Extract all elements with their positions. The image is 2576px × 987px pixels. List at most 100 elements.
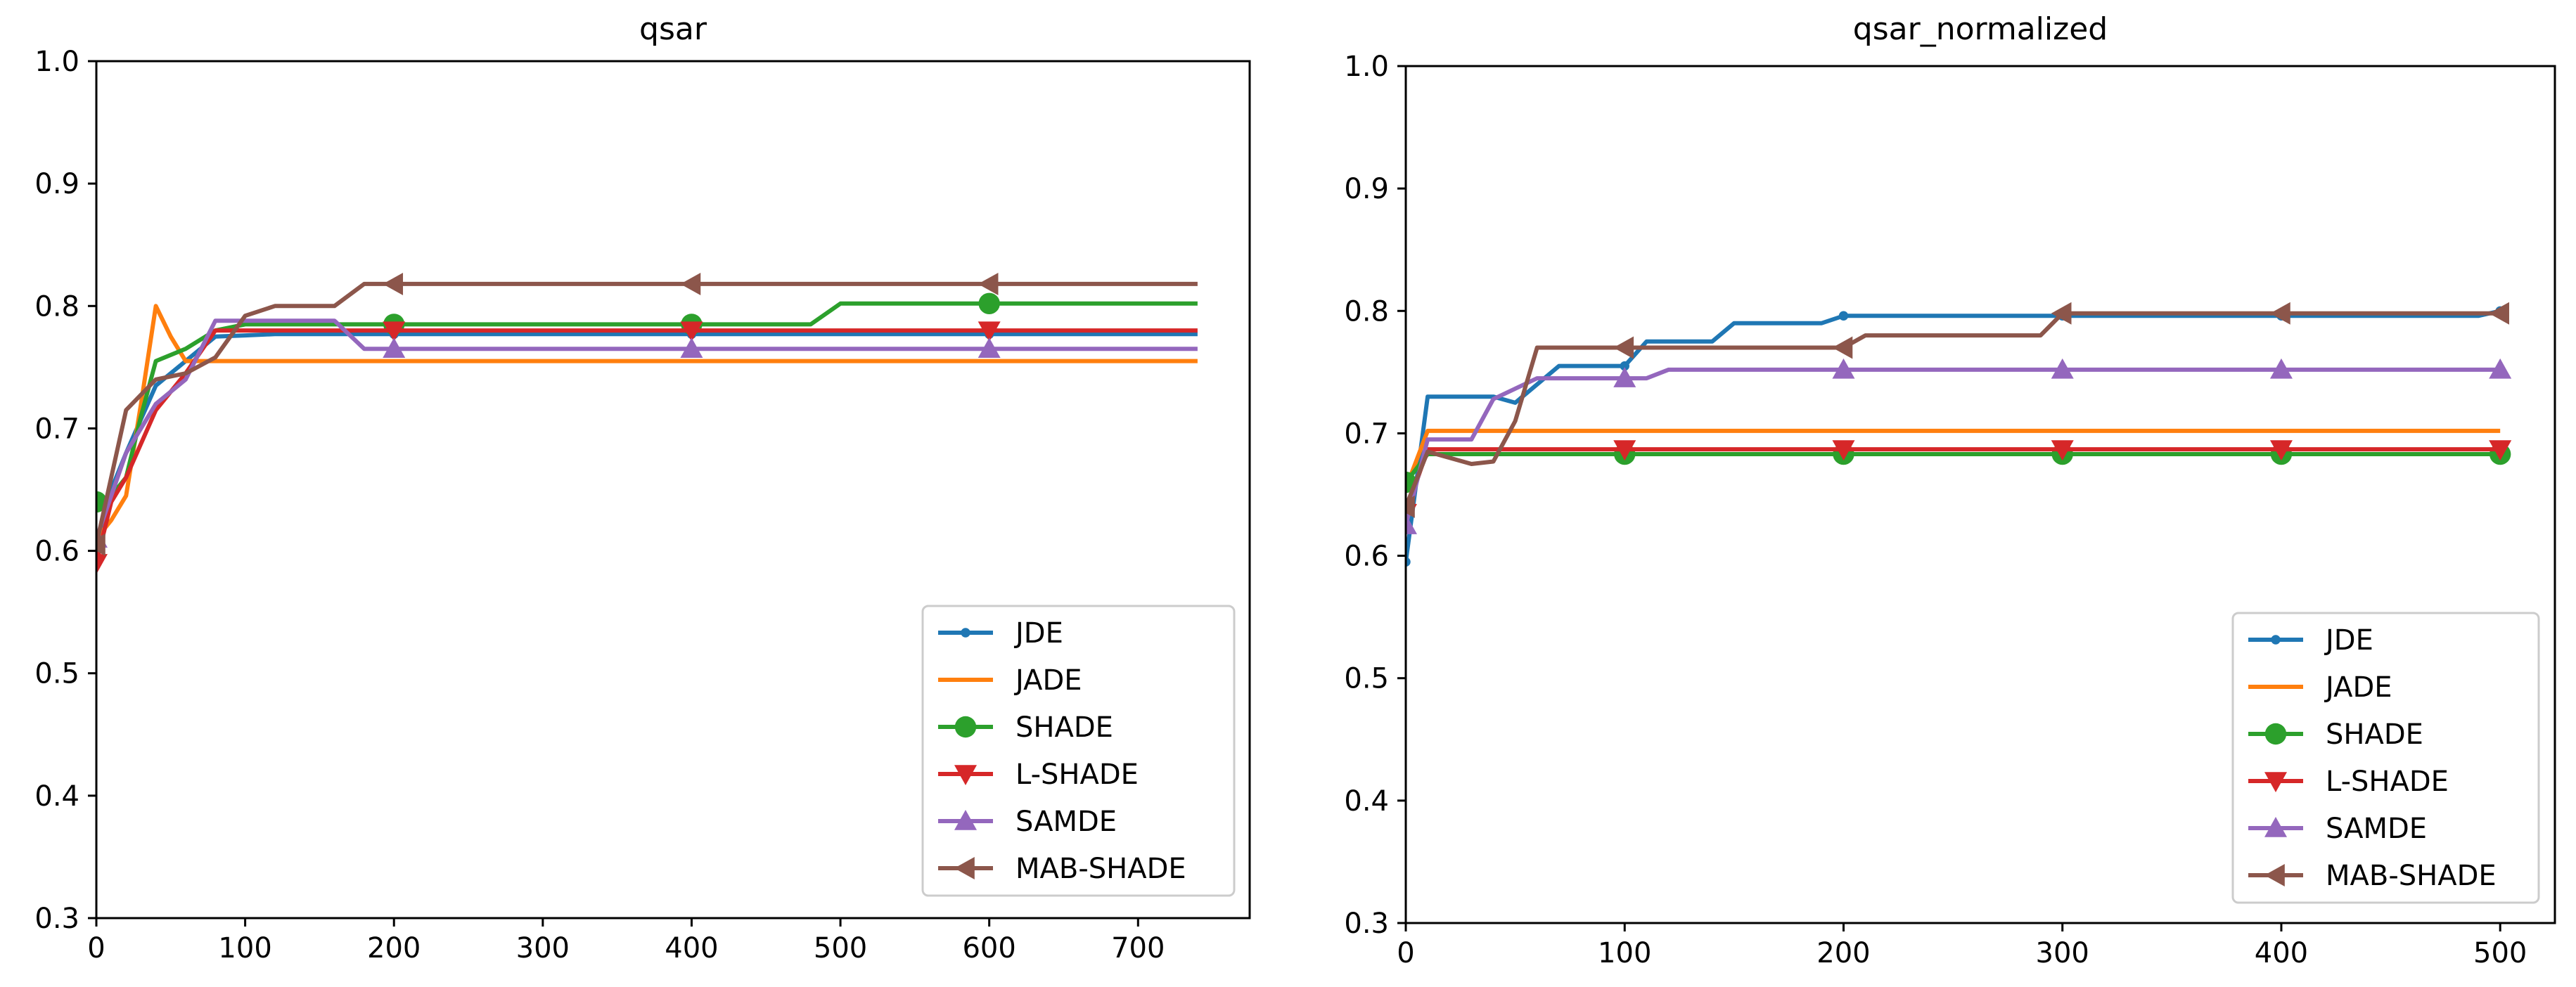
- x-tick-label: 100: [218, 932, 271, 965]
- y-tick-label: 0.7: [34, 413, 79, 445]
- legend-marker: [954, 857, 975, 879]
- data-point-mab-shade: [1832, 336, 1853, 359]
- axis-ticks: 0 100 200 300 400 500 0.3 0.4 0.5 0.6 0.7 0.8 0.9 1.0: [1344, 51, 2527, 969]
- legend-label: JDE: [1013, 617, 1063, 650]
- data-point-l-shade: [978, 321, 1001, 342]
- x-tick-label: 0: [1397, 937, 1414, 969]
- chart-panel-qsar: qsar 0 100 200 300 400 500 600 7000.30.40.50.60…: [34, 11, 1251, 965]
- x-tick-label: 500: [2473, 937, 2527, 969]
- legend-item-samde: SAMDE: [938, 806, 1117, 838]
- data-point-samde: [2489, 358, 2512, 379]
- data-point-samde: [2269, 358, 2293, 379]
- data-point-samde: [383, 337, 406, 359]
- x-tick-label: 200: [1816, 937, 1870, 969]
- legend-marker: [954, 716, 977, 738]
- data-point-mab-shade: [1406, 495, 1415, 518]
- data-point-samde: [1406, 514, 1417, 534]
- x-tick-label: 300: [516, 932, 570, 965]
- plot-area: [1406, 302, 2512, 567]
- legend-marker: [2271, 635, 2281, 645]
- y-tick-label: 0.4: [34, 780, 79, 813]
- legend-marker: [954, 810, 977, 830]
- data-point-l-shade: [1613, 440, 1636, 461]
- data-point-l-shade: [680, 321, 703, 342]
- x-tick-label: 700: [1111, 932, 1165, 965]
- data-point-l-shade: [2489, 440, 2512, 461]
- y-tick-label: 0.4: [1344, 785, 1389, 818]
- y-tick-label: 0.8: [1344, 295, 1389, 328]
- legend-item-l-shade: L-SHADE: [2248, 766, 2449, 798]
- legend: JDE JADE SHADE L-SHADE SAMDE MAB-SHADE: [2231, 612, 2540, 904]
- x-tick-label: 200: [367, 932, 421, 965]
- x-tick-label: 600: [962, 932, 1015, 965]
- x-tick-label: 100: [1598, 937, 1651, 969]
- legend-item-shade: SHADE: [2248, 718, 2423, 751]
- series-markers-mab-shade: [96, 272, 999, 556]
- series-line-samde: [96, 318, 1198, 540]
- axes-frame: [95, 60, 1251, 920]
- y-tick-label: 0.7: [1344, 418, 1389, 450]
- chart-title: qsar_normalized: [1853, 11, 2108, 47]
- legend-label: MAB-SHADE: [1015, 853, 1186, 885]
- legend-label: SAMDE: [2326, 813, 2427, 845]
- legend-marker: [2264, 723, 2287, 745]
- legend-item-mab-shade: MAB-SHADE: [2248, 860, 2497, 892]
- data-point-samde: [2051, 358, 2074, 379]
- data-point-l-shade: [96, 554, 108, 574]
- x-tick-label: 500: [814, 932, 867, 965]
- legend-label: JADE: [1013, 664, 1082, 697]
- legend-label: L-SHADE: [2326, 766, 2449, 798]
- data-point-l-shade: [2051, 440, 2074, 461]
- series-line-jde: [1406, 309, 2501, 562]
- legend: JDE JADE SHADE L-SHADE SAMDE MAB-SHADE: [921, 605, 1236, 897]
- legend-marker: [961, 628, 970, 638]
- axes-frame: [1404, 65, 2556, 924]
- y-tick-label: 0.9: [34, 168, 79, 200]
- data-point-jde: [1838, 311, 1849, 321]
- legend-label: MAB-SHADE: [2326, 860, 2497, 892]
- x-tick-label: 0: [87, 932, 105, 965]
- legend-label: L-SHADE: [1015, 759, 1139, 791]
- data-point-shade: [978, 292, 1000, 315]
- data-point-l-shade: [2269, 440, 2293, 461]
- data-point-mab-shade: [1613, 336, 1634, 359]
- legend-marker: [2264, 864, 2285, 886]
- y-tick-label: 0.8: [34, 290, 79, 323]
- y-tick-label: 0.6: [1344, 541, 1389, 573]
- legend-box: [921, 605, 1236, 897]
- data-point-l-shade: [1832, 440, 1855, 461]
- legend-label: SHADE: [2326, 718, 2423, 751]
- legend-label: JADE: [2324, 671, 2392, 704]
- legend-marker: [954, 765, 977, 785]
- legend-marker: [2264, 817, 2287, 837]
- data-point-l-shade: [383, 321, 406, 342]
- legend-label: SAMDE: [1015, 806, 1117, 838]
- x-tick-label: 400: [2255, 937, 2308, 969]
- data-point-samde: [978, 337, 1001, 359]
- series-markers-mab-shade: [1406, 302, 2509, 518]
- legend-item-jade: JADE: [938, 664, 1082, 697]
- data-point-mab-shade: [2269, 302, 2290, 325]
- legend-item-jde: JDE: [2248, 624, 2373, 657]
- series-markers-samde: [1406, 358, 2512, 534]
- y-tick-label: 1.0: [1344, 51, 1389, 83]
- y-tick-label: 0.5: [1344, 663, 1389, 695]
- data-point-mab-shade: [2489, 302, 2509, 325]
- y-tick-label: 0.5: [34, 658, 79, 690]
- data-point-mab-shade: [680, 272, 701, 295]
- legend-item-shade: SHADE: [938, 711, 1113, 744]
- axis-ticks: 0 100 200 300 400 500 600 700 0.3 0.4 0.5 0.6 0.7 0.8…: [34, 46, 1165, 965]
- x-tick-label: 300: [2036, 937, 2089, 969]
- y-tick-label: 0.3: [34, 903, 79, 935]
- legend-marker: [2264, 772, 2287, 792]
- data-point-samde: [680, 337, 703, 359]
- data-point-samde: [1832, 358, 1855, 379]
- legend-label: SHADE: [1015, 711, 1113, 744]
- y-tick-label: 0.6: [34, 536, 79, 568]
- data-point-mab-shade: [96, 533, 105, 556]
- chart-title: qsar: [639, 11, 707, 47]
- data-point-mab-shade: [978, 272, 999, 295]
- legend-label: JDE: [2324, 624, 2373, 657]
- legend-item-l-shade: L-SHADE: [938, 759, 1139, 791]
- x-tick-label: 400: [665, 932, 718, 965]
